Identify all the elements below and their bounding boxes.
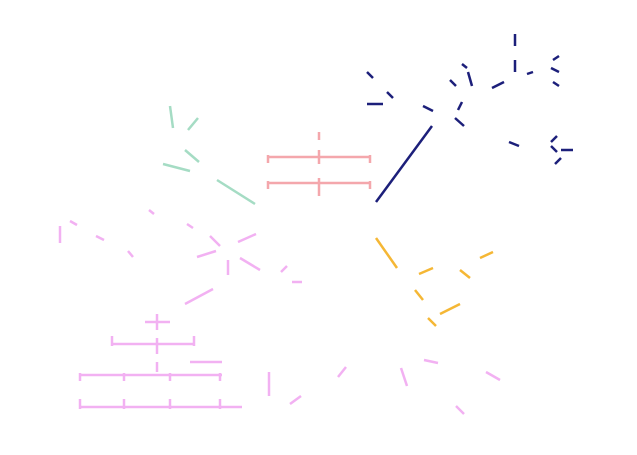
- navy-cluster-segment: [550, 135, 558, 143]
- pink-upper-cluster-segment: [184, 287, 214, 306]
- pink-lower-cluster-segment: [485, 370, 501, 382]
- navy-cluster-segment: [456, 101, 464, 111]
- pink-upper-cluster-segment: [69, 219, 78, 227]
- pink-lower-cluster-segment: [289, 394, 302, 406]
- navy-cluster-segment: [374, 125, 434, 203]
- green-cluster-segment: [216, 178, 256, 206]
- pink-lower-cluster-segment: [455, 405, 465, 415]
- navy-cluster-segment: [526, 70, 534, 76]
- pink-upper-cluster-segment: [127, 250, 134, 258]
- orange-cluster-segment: [414, 289, 424, 301]
- green-cluster-segment: [187, 117, 199, 131]
- navy-cluster-segment: [550, 66, 560, 74]
- orange-cluster: [374, 237, 494, 327]
- navy-cluster-segment: [508, 140, 520, 148]
- navy-cluster-segment: [461, 63, 468, 69]
- pink-upper-cluster-segment: [186, 222, 194, 230]
- navy-cluster-segment: [491, 80, 505, 90]
- navy-cluster: [366, 34, 573, 203]
- pink-upper-cluster-segment: [239, 256, 261, 272]
- navy-cluster-segment: [386, 91, 394, 99]
- pink-upper-cluster-segment: [95, 234, 105, 242]
- orange-cluster-segment: [427, 317, 437, 327]
- orange-cluster-segment: [374, 237, 399, 269]
- pink-lower-cluster-segment: [399, 367, 409, 387]
- green-cluster-segment: [168, 105, 175, 129]
- pink-upper-cluster: [58, 209, 302, 306]
- navy-cluster-segment: [554, 157, 562, 165]
- pink-upper-cluster-segment: [209, 235, 221, 247]
- pink-upper-cluster-segment: [148, 209, 155, 215]
- red-cluster: [266, 132, 372, 196]
- orange-cluster-segment: [459, 269, 471, 279]
- orange-cluster-segment: [439, 302, 461, 316]
- green-cluster-segment: [184, 149, 200, 163]
- navy-cluster-segment: [454, 117, 465, 127]
- navy-cluster-segment: [552, 80, 560, 88]
- green-cluster: [162, 105, 256, 206]
- pink-lower-cluster-segment: [337, 366, 347, 378]
- navy-cluster-segment: [366, 71, 374, 79]
- navy-cluster-segment: [466, 71, 474, 87]
- pink-lower-cluster: [78, 314, 501, 415]
- navy-cluster-segment: [550, 145, 558, 153]
- navy-cluster-segment: [449, 79, 457, 87]
- pink-upper-cluster-segment: [196, 249, 217, 259]
- navy-cluster-segment: [552, 54, 560, 62]
- navy-cluster-segment: [422, 104, 434, 113]
- green-cluster-segment: [162, 162, 191, 173]
- pink-lower-cluster-segment: [423, 358, 439, 365]
- orange-cluster-segment: [418, 266, 434, 276]
- pink-upper-cluster-segment: [280, 265, 288, 273]
- orange-cluster-segment: [479, 250, 494, 260]
- pink-upper-cluster-segment: [237, 232, 257, 244]
